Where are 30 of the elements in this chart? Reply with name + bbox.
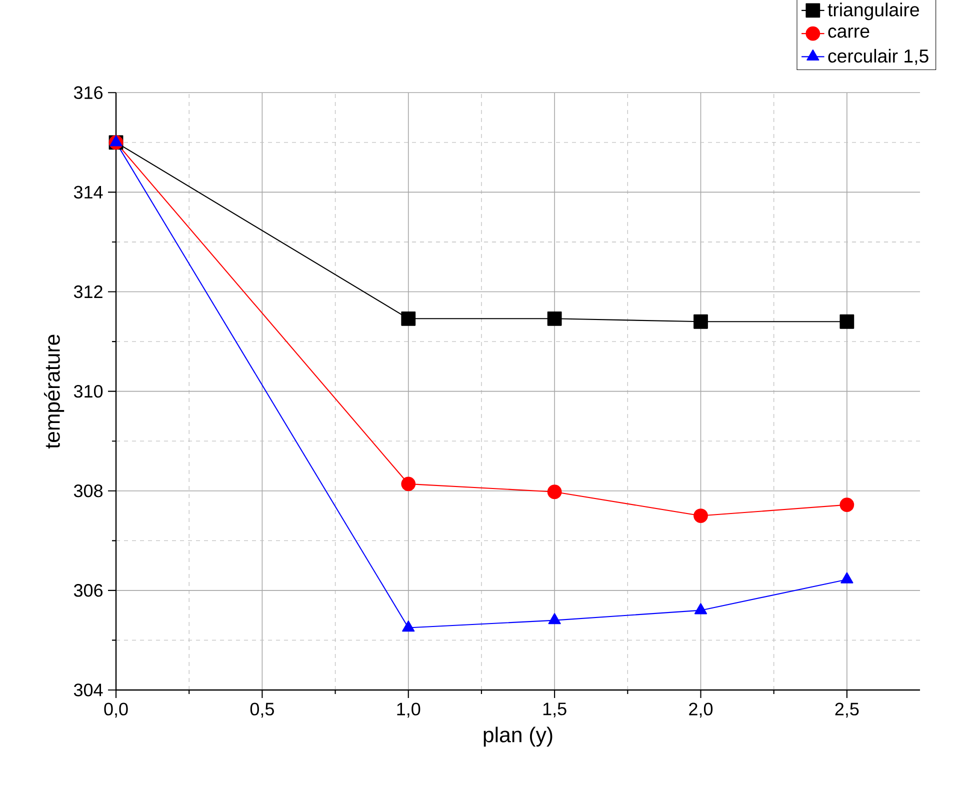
x-axis-title: plan (y) <box>484 726 552 747</box>
y-tick-label: 314 <box>74 186 103 199</box>
point <box>694 508 708 523</box>
y-axis-title: température <box>44 334 64 449</box>
legend-label: cerculair 1,5 <box>828 48 928 65</box>
point <box>840 572 854 584</box>
y-tick-label: 312 <box>74 285 102 298</box>
y-tick-label: 304 <box>74 684 103 696</box>
y-tick-label: 310 <box>74 384 103 398</box>
point <box>694 314 708 329</box>
point <box>547 311 562 326</box>
x-tick-label: 1,0 <box>397 702 420 718</box>
x-tick-label: 2,5 <box>835 702 859 718</box>
y-tick-label: 316 <box>74 86 102 100</box>
legend-label: triangulaire <box>828 2 919 20</box>
point <box>402 620 415 632</box>
legend-label: carre <box>828 28 870 38</box>
x-tick-label: 0,5 <box>250 702 274 718</box>
y-tick-label: 306 <box>74 584 102 597</box>
x-tick-label: 1,5 <box>543 702 566 718</box>
x-tick-label: 2,0 <box>689 702 713 718</box>
point <box>840 498 854 512</box>
point <box>694 603 708 614</box>
point <box>548 613 561 624</box>
x-tick-label: 0,0 <box>104 702 128 718</box>
point <box>401 311 416 326</box>
point <box>401 476 416 492</box>
point <box>840 314 854 329</box>
point <box>547 484 562 500</box>
y-tick-label: 308 <box>74 484 102 498</box>
